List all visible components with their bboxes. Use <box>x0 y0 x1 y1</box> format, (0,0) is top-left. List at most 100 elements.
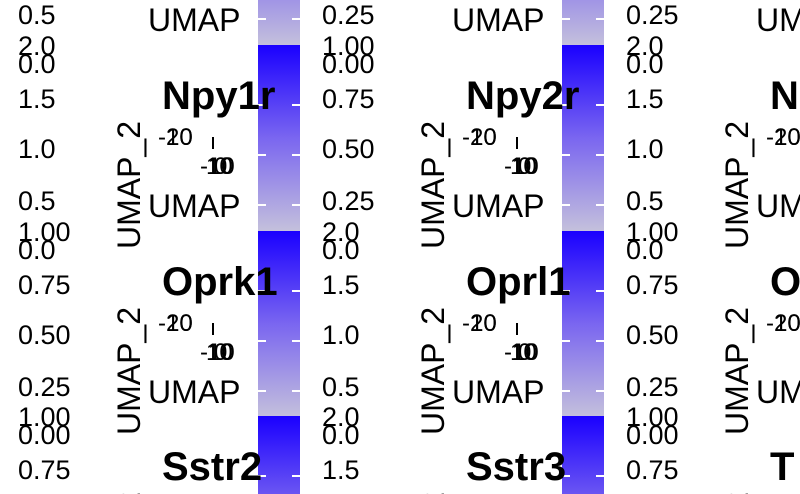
legend-label: 0.50 <box>18 320 71 350</box>
legend-label: 0.25 <box>322 186 375 216</box>
legend-label: 1.00 <box>18 217 71 247</box>
y-axis-label: UMAP_2 <box>415 121 451 249</box>
x-axis-label: UMAP <box>148 2 240 38</box>
y-axis-label: UMAP_2 <box>719 492 755 494</box>
umap-tick: -20 <box>462 124 497 151</box>
legend-label: 2.0 <box>322 217 360 247</box>
x-axis-label: UMAP <box>756 2 800 38</box>
legend-label: 0.0 <box>322 235 360 265</box>
colorbar <box>562 45 604 231</box>
umap-tick: -20 <box>766 124 800 151</box>
legend-label: 0.5 <box>18 0 56 30</box>
x-axis-label: UMAP <box>756 374 800 410</box>
umap-tick: 10 <box>206 339 233 366</box>
panel-title: Sstr3 <box>466 445 566 489</box>
umap-tick: -20 <box>158 124 193 151</box>
umap-tick: -20 <box>158 310 193 337</box>
x-axis-label: UMAP <box>148 374 240 410</box>
legend-label: 1.5 <box>322 270 360 300</box>
panel-title: T <box>770 445 794 489</box>
legend-label: 0.50 <box>322 134 375 164</box>
umap-tick: 0 <box>518 339 531 366</box>
panel-title: Sstr2 <box>162 445 262 489</box>
legend-label: 0.5 <box>18 186 56 216</box>
legend-label: 2.0 <box>626 31 664 61</box>
y-axis-label: UMAP_2 <box>111 307 147 435</box>
colorbar <box>562 231 604 417</box>
legend-label: 1.00 <box>626 402 679 432</box>
legend-label: 1.5 <box>626 84 664 114</box>
umap-tick: 10 <box>470 124 497 151</box>
legend-label: 0.25 <box>626 372 679 402</box>
legend-label: 0.5 <box>626 186 664 216</box>
umap-tick: 10 <box>470 310 497 337</box>
umap-tick: 0 <box>518 153 531 180</box>
umap-tick: 0 <box>214 153 227 180</box>
legend-label: 0.00 <box>322 49 375 79</box>
y-axis-label: UMAP_2 <box>719 307 755 435</box>
umap-tick: -10 <box>504 339 539 366</box>
legend-label: 0.25 <box>322 0 375 30</box>
umap-tick: 10 <box>510 153 537 180</box>
legend-label: 0.0 <box>626 235 664 265</box>
legend-label: 0.00 <box>626 420 679 450</box>
umap-tick: -20 <box>462 310 497 337</box>
y-axis-label: UMAP_2 <box>415 307 451 435</box>
legend-label: 1.00 <box>626 217 679 247</box>
legend-label: 1.0 <box>18 134 56 164</box>
legend-label: 1.00 <box>18 402 71 432</box>
umap-tick: 10 <box>206 153 233 180</box>
colorbar <box>258 0 300 45</box>
panel-title: Npy2r <box>466 74 579 118</box>
y-axis-label: UMAP_2 <box>111 121 147 249</box>
legend-label: 1.5 <box>322 455 360 485</box>
legend-label: 0.50 <box>626 320 679 350</box>
umap-tick: 10 <box>774 124 800 151</box>
panel-title: Oprk1 <box>162 260 278 304</box>
legend-label: 0.25 <box>18 372 71 402</box>
umap-tick: -10 <box>504 153 539 180</box>
legend-label: 0.0 <box>18 49 56 79</box>
colorbar <box>562 416 604 494</box>
legend-label: 2.0 <box>18 31 56 61</box>
umap-tick: -10 <box>200 153 235 180</box>
legend-label: 0.0 <box>626 49 664 79</box>
umap-tick: -20 <box>766 310 800 337</box>
umap-tick: 10 <box>774 310 800 337</box>
panel-title: Op <box>770 260 800 304</box>
legend-label: 1.00 <box>322 31 375 61</box>
legend-label: 1.0 <box>626 134 664 164</box>
panel-title: N <box>770 74 799 118</box>
legend-label: 2.0 <box>322 402 360 432</box>
legend-label: 0.75 <box>18 270 71 300</box>
umap-tick: 0 <box>214 339 227 366</box>
umap-tick: 10 <box>510 339 537 366</box>
y-axis-label: UMAP_2 <box>719 121 755 249</box>
legend-label: 1.0 <box>322 320 360 350</box>
x-axis-label: UMAP <box>756 188 800 224</box>
colorbar <box>562 0 604 45</box>
legend-label: 0.0 <box>18 235 56 265</box>
colorbar <box>258 416 300 494</box>
colorbar <box>258 231 300 417</box>
legend-label: 0.0 <box>322 420 360 450</box>
legend-label: 1.5 <box>18 84 56 114</box>
panel-title: Oprl1 <box>466 260 570 304</box>
x-axis-label: UMAP <box>452 188 544 224</box>
legend-label: 0.00 <box>18 420 71 450</box>
legend-label: 0.75 <box>322 84 375 114</box>
legend-label: 0.75 <box>18 455 71 485</box>
umap-tick: 10 <box>166 124 193 151</box>
y-axis-label: UMAP_2 <box>415 492 451 494</box>
legend-label: 0.25 <box>626 0 679 30</box>
x-axis-label: UMAP <box>148 188 240 224</box>
legend-label: 0.75 <box>626 455 679 485</box>
colorbar <box>258 45 300 231</box>
umap-tick: -10 <box>200 339 235 366</box>
legend-label: 0.5 <box>322 372 360 402</box>
umap-tick: 10 <box>166 310 193 337</box>
x-axis-label: UMAP <box>452 2 544 38</box>
y-axis-label: UMAP_2 <box>111 492 147 494</box>
x-axis-label: UMAP <box>452 374 544 410</box>
